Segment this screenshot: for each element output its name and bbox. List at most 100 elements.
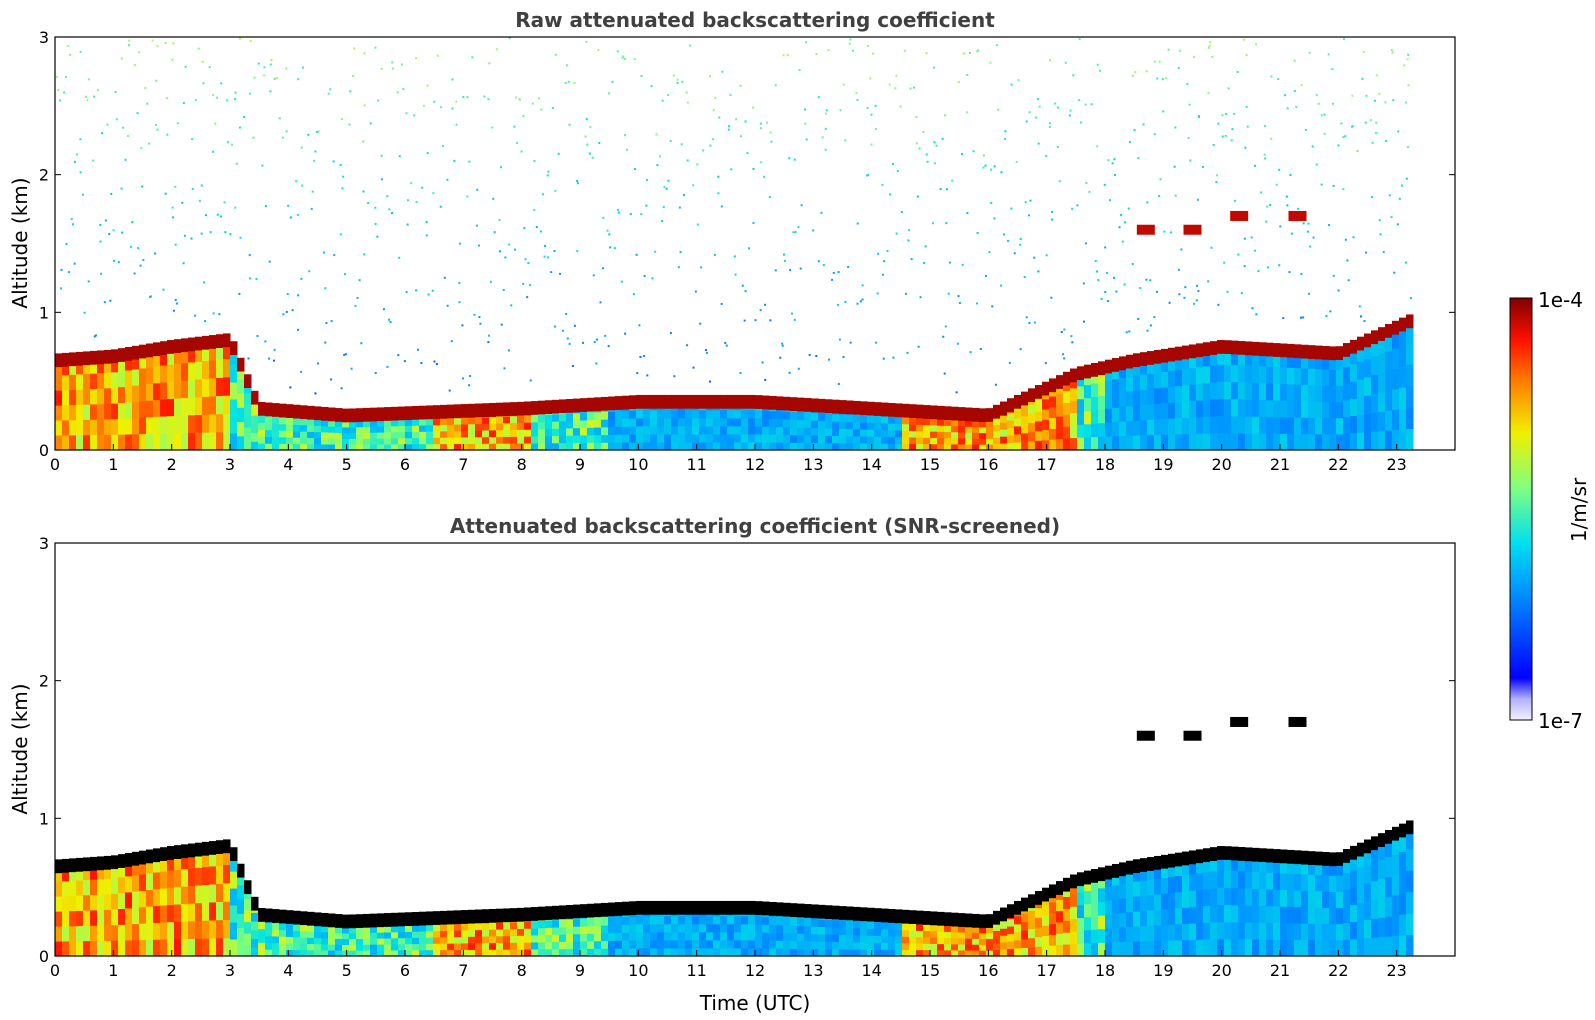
- heatmap-cell: [629, 434, 637, 443]
- noise-cell: [632, 293, 635, 296]
- heatmap-cell: [1035, 946, 1043, 956]
- heatmap-cell: [279, 923, 287, 931]
- heatmap-cell: [461, 430, 469, 438]
- heatmap-cell: [76, 940, 84, 956]
- heatmap-cell: [832, 413, 840, 422]
- colorbar-gradient: [1509, 297, 1533, 721]
- heatmap-cell: [552, 435, 560, 444]
- heatmap-cell: [874, 422, 882, 431]
- heatmap-cell: [1049, 439, 1057, 450]
- heatmap-cell: [587, 434, 595, 443]
- noise-cell: [832, 271, 835, 274]
- heatmap-cell: [797, 412, 805, 421]
- heatmap-cell: [1245, 433, 1253, 450]
- bl-top-cell: [1196, 343, 1204, 358]
- heatmap-cell: [1028, 919, 1036, 930]
- noise-cell: [1125, 331, 1128, 334]
- noise-cell: [389, 321, 392, 324]
- noise-cell: [1409, 297, 1412, 300]
- noise-cell: [672, 74, 675, 77]
- noise-cell: [764, 303, 767, 306]
- heatmap-cell: [685, 939, 693, 949]
- heatmap-cell: [671, 409, 679, 419]
- noise-cell: [388, 208, 391, 211]
- noise-cell: [295, 180, 298, 183]
- heatmap-cell: [1091, 889, 1099, 904]
- heatmap-cell: [713, 939, 721, 949]
- noise-cell: [824, 148, 827, 151]
- heatmap-cell: [895, 416, 903, 425]
- heatmap-cell: [818, 926, 826, 935]
- heatmap-cell: [874, 921, 882, 930]
- noise-cell: [1094, 260, 1097, 263]
- noise-cell: [1221, 114, 1224, 117]
- heatmap-cell: [223, 376, 231, 396]
- heatmap-cell: [1203, 905, 1211, 923]
- heatmap-cell: [97, 357, 105, 374]
- heatmap-cell: [804, 412, 812, 421]
- noise-cell: [635, 253, 638, 256]
- bl-top-cell: [790, 903, 798, 917]
- bl-top-cell: [1105, 359, 1113, 374]
- x-tick-label: 2: [167, 455, 177, 474]
- noise-cell: [1113, 276, 1116, 279]
- noise-cell: [557, 152, 560, 155]
- heatmap-cell: [545, 948, 553, 956]
- noise-cell: [1373, 99, 1376, 102]
- heatmap-cell: [391, 437, 399, 445]
- noise-cell: [495, 48, 498, 51]
- x-tick-label: 1: [108, 961, 118, 980]
- noise-cell: [718, 116, 721, 119]
- heatmap-cell: [846, 920, 854, 929]
- noise-cell: [1244, 146, 1247, 149]
- bl-top-cell: [517, 401, 525, 416]
- noise-cell: [351, 74, 354, 77]
- noise-cell: [748, 247, 751, 250]
- heatmap-cell: [433, 924, 441, 932]
- heatmap-cell: [55, 941, 63, 956]
- noise-cell: [84, 95, 87, 98]
- heatmap-cell: [1343, 905, 1351, 924]
- bl-top-cell: [825, 399, 833, 414]
- heatmap-cell: [1084, 929, 1092, 944]
- heatmap-cell: [776, 924, 784, 934]
- heatmap-cell: [916, 430, 924, 438]
- noise-cell: [59, 99, 62, 102]
- x-tick-label: 5: [342, 455, 352, 474]
- heatmap-cell: [363, 420, 371, 428]
- heatmap-cell: [1049, 945, 1057, 956]
- heatmap-cell: [1028, 431, 1036, 442]
- heatmap-cell: [1077, 437, 1085, 450]
- noise-cell: [340, 387, 343, 390]
- heatmap-cell: [97, 863, 105, 880]
- heatmap-cell: [97, 403, 105, 420]
- noise-cell: [1370, 196, 1373, 199]
- bl-top-cell: [314, 406, 322, 421]
- heatmap-cell: [104, 372, 112, 389]
- heatmap-cell: [706, 409, 714, 419]
- noise-cell: [1008, 361, 1011, 364]
- noise-cell: [253, 76, 256, 79]
- heatmap-cell: [1385, 330, 1393, 352]
- heatmap-cell: [356, 444, 364, 450]
- heatmap-cell: [594, 948, 602, 956]
- noise-cell: [1096, 145, 1099, 148]
- heatmap-cell: [580, 918, 588, 927]
- heatmap-cell: [356, 944, 364, 951]
- heatmap-cell: [1203, 922, 1211, 940]
- heatmap-cell: [944, 943, 952, 951]
- noise-cell: [784, 259, 787, 262]
- heatmap-cell: [979, 426, 987, 434]
- heatmap-cell: [839, 414, 847, 422]
- bl-top-cell: [1140, 352, 1148, 366]
- heatmap-cell: [76, 419, 84, 436]
- heatmap-cell: [853, 414, 861, 423]
- noise-cell: [705, 351, 708, 354]
- heatmap-cell: [356, 432, 364, 439]
- heatmap-cell: [181, 851, 189, 870]
- heatmap-cell: [188, 938, 196, 956]
- heatmap-cell: [1203, 416, 1211, 434]
- noise-cell: [344, 353, 347, 356]
- heatmap-cell: [167, 870, 175, 888]
- heatmap-cell: [958, 926, 966, 933]
